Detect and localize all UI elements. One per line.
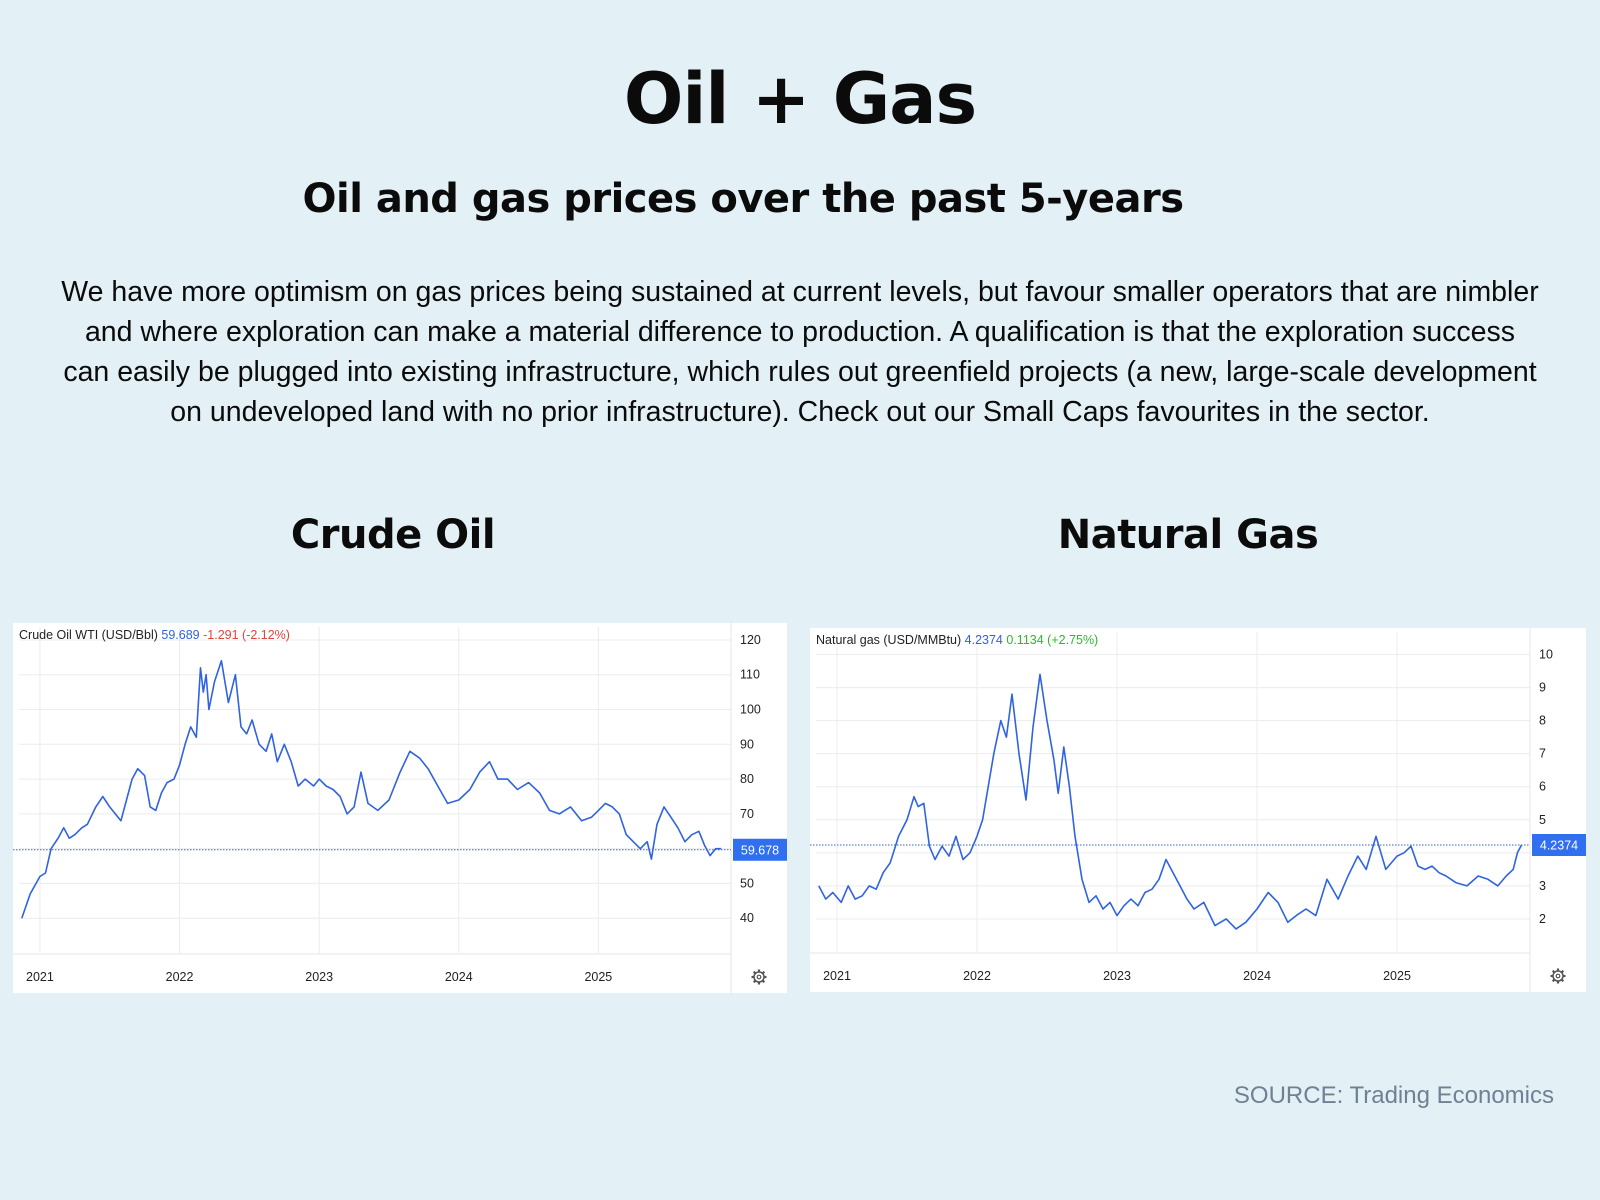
gas-last-value-badge	[1532, 833, 1586, 856]
oil-y-tick-label: 80	[740, 772, 754, 786]
natural-gas-chart: 2 3 5 6 7 8 9 10 2021 2022 2023 2024 2025 4.2374 Natur…	[810, 628, 1586, 992]
oil-series-header: Crude Oil WTI (USD/Bbl) 59.689 -1.291 (-…	[19, 628, 290, 642]
gas-y-tick-label: 3	[1539, 879, 1546, 893]
gas-x-tick-label: 2024	[1243, 969, 1271, 983]
gas-settings-gear-icon[interactable]	[1550, 968, 1566, 984]
oil-gear-hub	[756, 974, 762, 980]
gas-x-tick-label: 2022	[963, 969, 991, 983]
gas-x-tick-label: 2021	[823, 969, 851, 983]
oil-last-value-badge	[733, 838, 787, 861]
crude-oil-chart: 40 50 70 80 90 100 110 120 2021 2022 2023 2024 2025 5…	[13, 623, 787, 993]
oil-last-value-label: 59.678	[741, 843, 779, 857]
gas-y-tick-label: 7	[1539, 747, 1546, 761]
oil-x-tick-label: 2022	[166, 970, 194, 984]
source-credit: SOURCE: Trading Economics	[1233, 1082, 1554, 1109]
gas-y-tick-label: 6	[1539, 780, 1546, 794]
gas-price-line	[818, 673, 1523, 930]
page-title: Oil + Gas	[623, 58, 977, 140]
intro-paragraph: We have more optimism on gas prices bein…	[61, 276, 1539, 428]
oil-price-line	[21, 660, 722, 919]
gas-series-label: Natural gas (USD/MMBtu)	[816, 633, 965, 647]
gas-y-tick-label: 10	[1539, 648, 1553, 662]
gas-y-tick-label: 2	[1539, 912, 1546, 926]
oil-x-tick-label: 2021	[26, 970, 54, 984]
crude-oil-heading: Crude Oil	[290, 512, 496, 558]
gas-y-tick-label: 9	[1539, 681, 1546, 695]
oil-series-label: Crude Oil WTI (USD/Bbl)	[19, 628, 161, 642]
gas-price-change: 0.1134 (+2.75%)	[1006, 633, 1098, 647]
oil-price-change: -1.291 (-2.12%)	[203, 628, 290, 642]
gas-series-header: Natural gas (USD/MMBtu) 4.2374 0.1134 (+…	[816, 633, 1098, 647]
gas-x-tick-label: 2023	[1103, 969, 1131, 983]
gas-last-value-label: 4.2374	[1540, 838, 1578, 852]
oil-price-value: 59.689	[161, 628, 203, 642]
oil-y-tick-label: 110	[740, 668, 760, 682]
crude-oil-chart-svg: 40 50 70 80 90 100 110 120 2021 2022 2023 2024 2025 5…	[13, 623, 787, 993]
oil-y-tick-label: 50	[740, 876, 754, 890]
oil-x-tick-label: 2025	[584, 970, 612, 984]
gas-gear-hub	[1555, 973, 1561, 979]
oil-y-tick-label: 100	[740, 703, 761, 717]
oil-y-tick-label: 40	[740, 911, 754, 925]
gas-price-value: 4.2374	[965, 633, 1007, 647]
page-subtitle: Oil and gas prices over the past 5-years	[302, 176, 1184, 222]
oil-x-tick-label: 2023	[305, 970, 333, 984]
natural-gas-heading: Natural Gas	[1057, 512, 1319, 558]
oil-x-tick-label: 2024	[445, 970, 473, 984]
gas-y-tick-label: 5	[1539, 813, 1546, 827]
gas-x-tick-label: 2025	[1383, 969, 1411, 983]
oil-settings-gear-icon[interactable]	[751, 969, 767, 985]
oil-y-tick-label: 90	[740, 737, 754, 751]
oil-y-tick-label: 120	[740, 633, 761, 647]
gas-y-tick-label: 8	[1539, 714, 1546, 728]
oil-y-tick-label: 70	[740, 807, 754, 821]
